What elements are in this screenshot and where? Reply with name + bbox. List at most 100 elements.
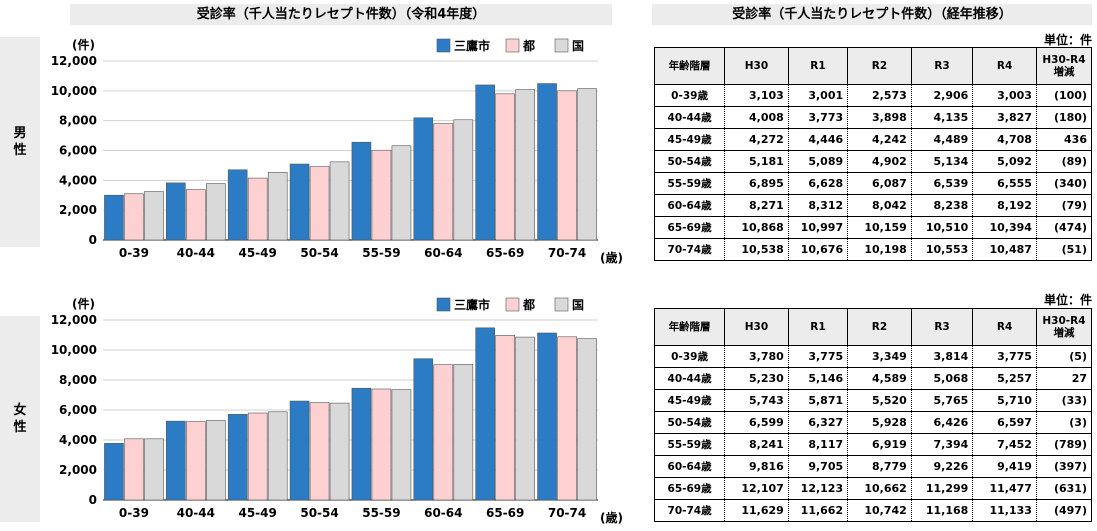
bar-to [124, 193, 144, 241]
age-group-cell: 45-49歳 [653, 128, 726, 151]
table-cell: (497) [1035, 499, 1093, 522]
age-group-cell: 65-69歳 [653, 216, 726, 239]
table-header-cell: R1 [787, 308, 849, 346]
bar-mitaka [475, 84, 495, 241]
table-header-cell: R3 [910, 47, 974, 85]
table-cell: 5,146 [787, 367, 849, 390]
table-header-row: 年齢階層 H30 R1 R2 R3 R4 H30-R4 増減 [653, 308, 1093, 346]
age-group-cell: 65-69歳 [653, 477, 726, 500]
table-row: 55-59歳 6,895 6,628 6,087 6,539 6,555 (340) [653, 172, 1093, 195]
bar-kuni [515, 336, 535, 501]
table-cell: 5,743 [724, 389, 789, 412]
table-cell: (789) [1035, 433, 1093, 456]
table-cell: 4,489 [910, 128, 974, 151]
age-group-cell: 50-54歳 [653, 411, 726, 434]
table-cell: (51) [1035, 238, 1093, 261]
table-cell: (3) [1035, 411, 1093, 434]
bar-mitaka [166, 182, 186, 241]
y-tick-label: 0 [89, 233, 97, 247]
table-cell: 3,827 [972, 106, 1037, 129]
x-tick-label: 50-54 [300, 246, 338, 260]
table-cell: 9,419 [972, 455, 1037, 478]
table-cell: 3,349 [847, 345, 912, 368]
legend-swatch [436, 38, 451, 53]
table-cell: 4,708 [972, 128, 1037, 151]
bar-to [371, 388, 392, 501]
age-group-cell: 60-64歳 [653, 194, 726, 217]
legend-label: 都 [522, 297, 535, 312]
x-tick-label: 70-74 [548, 506, 586, 520]
y-tick-label: 12,000 [51, 54, 97, 68]
legend-swatch [505, 38, 520, 53]
legend-swatch [554, 38, 569, 53]
table-header-cell: R4 [972, 308, 1037, 346]
female-label-char-1: 女 [13, 403, 27, 418]
table-row: 70-74歳 10,538 10,676 10,198 10,553 10,487 (51) [653, 238, 1093, 261]
table-header-row: 年齢階層 H30 R1 R2 R3 R4 H30-R4 増減 [653, 47, 1093, 85]
bar-mitaka [227, 414, 248, 501]
x-tick-label: 55-59 [362, 506, 400, 520]
age-group-cell: 50-54歳 [653, 150, 726, 173]
table-cell: (474) [1035, 216, 1093, 239]
table-cell: (180) [1035, 106, 1093, 129]
table-cell: 12,107 [724, 477, 789, 500]
bar-mitaka [475, 327, 495, 501]
table-cell: (89) [1035, 150, 1093, 173]
table-cell: 6,599 [724, 411, 789, 434]
bar-mitaka [289, 400, 310, 501]
table-cell: 5,181 [724, 150, 789, 173]
table-header-cell: R3 [910, 308, 974, 346]
table-cell: 3,003 [972, 84, 1037, 107]
bar-kuni [206, 420, 226, 501]
table-cell: 3,898 [847, 106, 912, 129]
y-tick-label: 2,000 [59, 203, 97, 217]
female-trend-table: 年齢階層 H30 R1 R2 R3 R4 H30-R4 増減 0-39歳 3,780 3,775 3… [653, 308, 1093, 522]
table-cell: 10,676 [787, 238, 849, 261]
y-tick-label: 2,000 [59, 463, 97, 477]
legend-label: 都 [522, 38, 535, 53]
bar-mitaka [537, 332, 557, 501]
table-header-cell: R4 [972, 47, 1037, 85]
table-header-cell: R1 [787, 47, 849, 85]
bar-kuni [391, 389, 412, 501]
table-cell: 4,008 [724, 106, 789, 129]
table-row: 55-59歳 8,241 8,117 6,919 7,394 7,452 (789) [653, 433, 1093, 456]
table-row: 45-49歳 5,743 5,871 5,520 5,765 5,710 (33) [653, 389, 1093, 412]
bar-kuni [391, 145, 412, 241]
table-cell: 6,087 [847, 172, 912, 195]
bar-mitaka [351, 387, 372, 501]
table-cell: (631) [1035, 477, 1093, 500]
age-group-cell: 45-49歳 [653, 389, 726, 412]
table-row: 0-39歳 3,103 3,001 2,573 2,906 3,003 (100) [653, 84, 1093, 107]
table-header-cell: 年齢階層 [653, 308, 726, 346]
table-cell: (79) [1035, 194, 1093, 217]
table-header-cell: H30-R4 増減 [1035, 47, 1093, 85]
x-tick-label: 40-44 [177, 506, 215, 520]
table-row: 65-69歳 10,868 10,997 10,159 10,510 10,394 (474… [653, 216, 1093, 239]
table-cell: 8,271 [724, 194, 789, 217]
table-cell: 8,192 [972, 194, 1037, 217]
y-tick-label: 8,000 [59, 114, 97, 128]
bar-to [495, 334, 515, 501]
table-cell: 2,573 [847, 84, 912, 107]
table-header-cell: R2 [847, 308, 912, 346]
right-table-title: 受診率（千人当たりレセプト件数）（経年推移） [652, 4, 1092, 25]
bar-mitaka [104, 443, 124, 501]
bar-kuni [267, 171, 288, 241]
table-cell: 2,906 [910, 84, 974, 107]
table-row: 50-54歳 6,599 6,327 5,928 6,426 6,597 (3) [653, 411, 1093, 434]
bar-mitaka [413, 117, 434, 241]
bar-to [433, 123, 454, 241]
bar-mitaka [537, 83, 557, 241]
bar-kuni [206, 183, 226, 241]
x-tick-label: 0-39 [119, 506, 149, 520]
x-tick-label: 55-59 [362, 246, 400, 260]
table-cell: 5,520 [847, 389, 912, 412]
bar-mitaka [166, 420, 186, 501]
table-cell: 6,895 [724, 172, 789, 195]
male-table-unit: 単位：件 [1043, 33, 1092, 47]
table-cell: 9,705 [787, 455, 849, 478]
table-row: 45-49歳 4,272 4,446 4,242 4,489 4,708 436 [653, 128, 1093, 151]
table-row: 50-54歳 5,181 5,089 4,902 5,134 5,092 (89) [653, 150, 1093, 173]
table-cell: 11,477 [972, 477, 1037, 500]
